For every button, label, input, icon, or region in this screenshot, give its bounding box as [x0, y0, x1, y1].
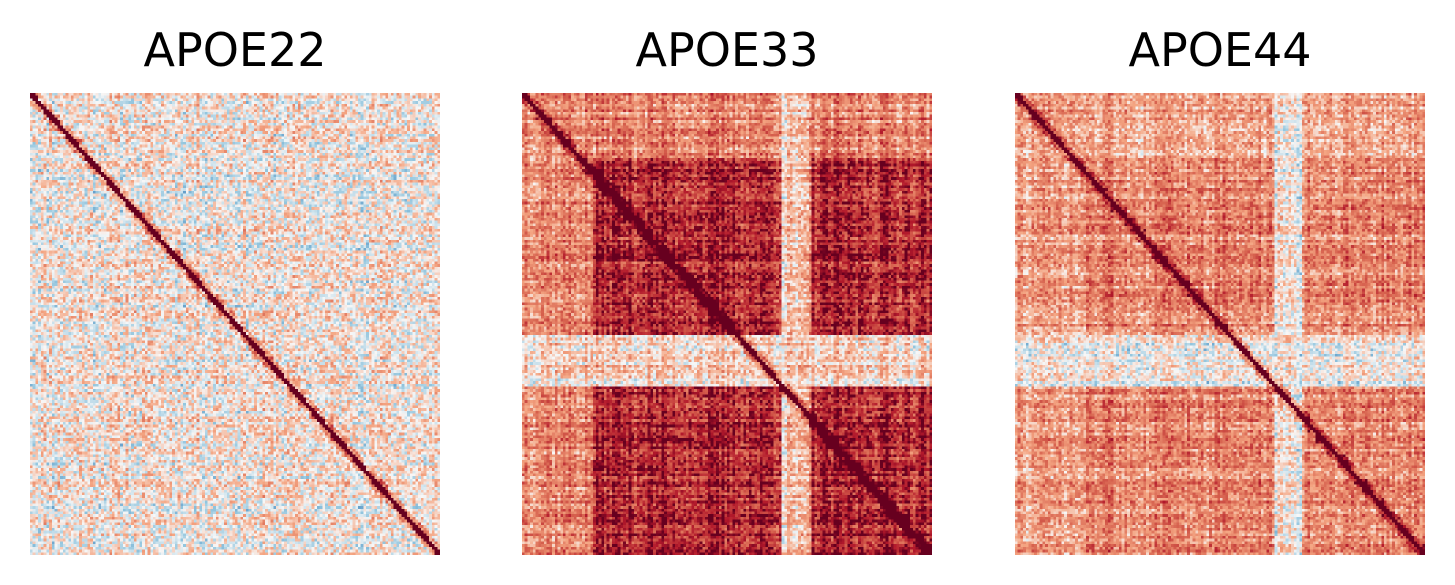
heatmap-panel-apoe33: APOE33	[522, 0, 932, 585]
heatmap-panel-apoe22: APOE22	[30, 0, 440, 585]
heatmap-panel-apoe44: APOE44	[1015, 0, 1425, 585]
correlation-heatmap	[1015, 93, 1425, 555]
panel-title: APOE22	[143, 23, 327, 77]
correlation-heatmap	[522, 93, 932, 555]
panel-title: APOE44	[1128, 23, 1312, 77]
correlation-heatmap	[30, 93, 440, 555]
panel-title: APOE33	[635, 23, 819, 77]
